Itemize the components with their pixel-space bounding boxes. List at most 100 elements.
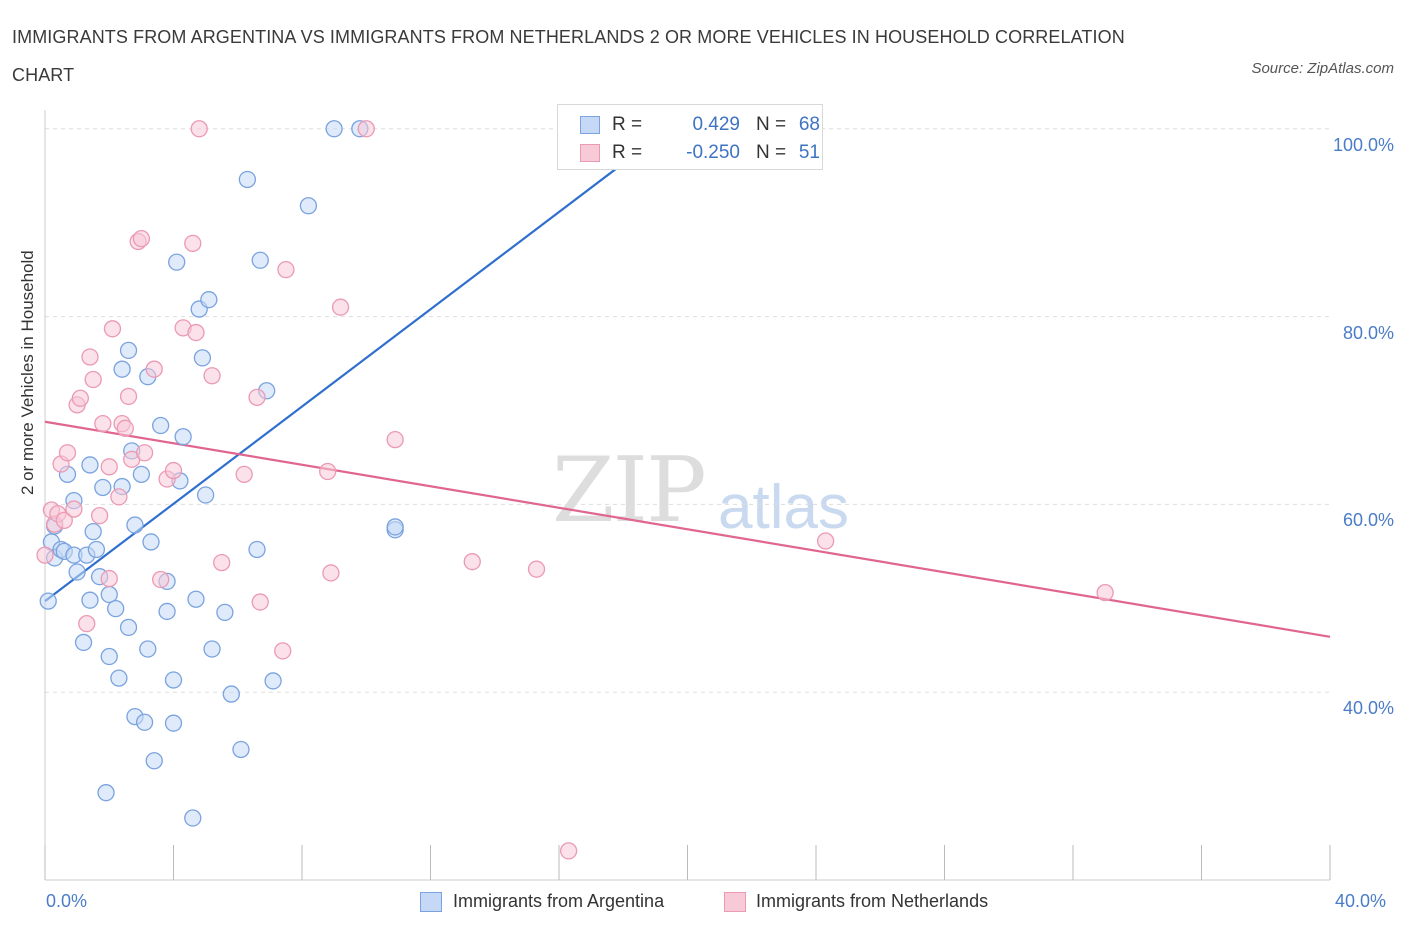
point-netherlands (357, 120, 375, 138)
source-label: Source: ZipAtlas.com (1251, 60, 1394, 77)
watermark-atlas: atlas (718, 473, 849, 542)
point-argentina (193, 349, 212, 367)
x-tick-label-max: 40.0% (1335, 891, 1387, 911)
correlation-legend: R = 0.429 N = 68 R = -0.250 N = 51 (557, 104, 823, 170)
point-netherlands (55, 511, 73, 530)
point-netherlands (110, 488, 128, 506)
point-argentina (264, 672, 282, 690)
point-netherlands (527, 560, 546, 578)
point-netherlands (100, 458, 118, 476)
point-argentina (196, 486, 215, 504)
point-argentina (119, 341, 138, 360)
point-netherlands (184, 234, 202, 252)
point-netherlands (190, 120, 208, 138)
point-netherlands (58, 444, 77, 462)
point-argentina (94, 478, 112, 497)
point-netherlands (213, 553, 231, 572)
point-argentina (168, 253, 186, 271)
point-netherlands (116, 419, 134, 437)
legend-label-argentina: Immigrants from Argentina (453, 891, 665, 911)
point-argentina (74, 633, 93, 652)
y-tick-label: 40.0% (1342, 698, 1394, 719)
point-netherlands (36, 546, 54, 564)
legend-swatch-netherlands (580, 144, 600, 162)
point-netherlands (164, 461, 183, 480)
legend-swatch-argentina (580, 116, 600, 134)
legend-n-value: 51 (798, 142, 820, 163)
point-argentina (81, 591, 99, 609)
point-netherlands (103, 320, 122, 338)
legend-n-label: N = (756, 114, 787, 135)
point-netherlands (151, 570, 170, 589)
point-netherlands (331, 298, 350, 316)
point-argentina (107, 599, 125, 618)
point-argentina (216, 603, 234, 622)
chart-title: IMMIGRANTS FROM ARGENTINA VS IMMIGRANTS … (12, 27, 1125, 85)
legend-r-value: -0.250 (686, 142, 740, 163)
point-argentina (184, 809, 202, 827)
point-argentina (87, 540, 106, 559)
legend-swatch-argentina (420, 892, 442, 912)
data-points (36, 120, 1114, 860)
axes (44, 110, 1331, 881)
legend-n-label: N = (756, 142, 787, 163)
point-argentina (110, 669, 128, 687)
point-netherlands (65, 500, 83, 518)
point-argentina (100, 647, 118, 666)
point-argentina (39, 592, 57, 610)
point-argentina (68, 563, 86, 581)
point-argentina (113, 360, 131, 378)
trend-line-argentina (44, 113, 689, 602)
point-argentina (174, 428, 192, 446)
point-netherlands (90, 507, 109, 525)
point-netherlands (71, 389, 89, 407)
legend-r-label: R = (612, 142, 643, 163)
point-netherlands (274, 642, 292, 660)
point-argentina (126, 516, 144, 534)
point-netherlands (319, 462, 337, 481)
legend-n-value: 68 (798, 114, 820, 135)
point-argentina (164, 714, 183, 732)
point-argentina (158, 602, 176, 621)
point-argentina (248, 540, 266, 559)
point-argentina (200, 291, 218, 309)
point-argentina (81, 456, 99, 474)
point-netherlands (78, 614, 96, 633)
point-argentina (203, 640, 221, 658)
point-argentina (164, 671, 183, 689)
point-argentina (139, 640, 157, 658)
point-netherlands (559, 842, 578, 860)
gridlines (45, 128, 1330, 693)
point-netherlands (94, 414, 112, 433)
watermark-zip: ZIP (552, 438, 707, 543)
point-netherlands (119, 387, 138, 406)
point-netherlands (100, 569, 118, 588)
point-netherlands (81, 348, 99, 366)
point-argentina (135, 713, 154, 731)
point-argentina (97, 784, 115, 802)
point-netherlands (132, 229, 151, 248)
y-tick-label: 60.0% (1342, 510, 1394, 531)
point-argentina (386, 518, 404, 536)
y-axis-label: 2 or more Vehicles in Household (18, 250, 37, 495)
trend-line-netherlands (44, 420, 1331, 638)
point-netherlands (251, 593, 269, 611)
point-argentina (132, 465, 151, 483)
point-argentina (299, 197, 318, 215)
point-netherlands (463, 553, 481, 571)
point-netherlands (816, 532, 835, 550)
point-netherlands (203, 367, 221, 385)
point-netherlands (277, 260, 295, 279)
point-argentina (251, 251, 269, 269)
point-argentina (84, 522, 102, 541)
point-netherlands (135, 444, 154, 462)
point-argentina (142, 533, 160, 551)
point-netherlands (1096, 584, 1114, 602)
point-argentina (119, 618, 138, 637)
trend-lines (44, 113, 1331, 638)
point-argentina (325, 120, 343, 138)
point-argentina (232, 740, 250, 759)
point-netherlands (322, 564, 340, 582)
point-netherlands (84, 370, 102, 389)
